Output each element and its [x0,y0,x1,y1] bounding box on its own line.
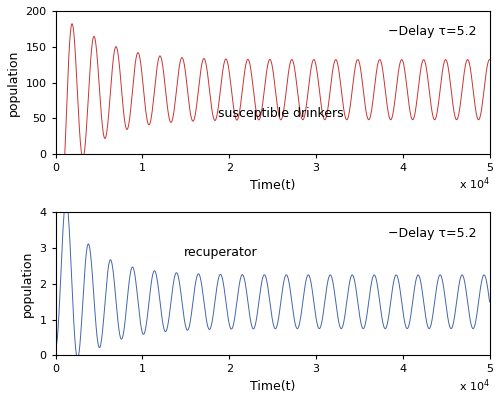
Text: recuperator: recuperator [184,246,258,259]
X-axis label: Time(t): Time(t) [250,380,296,393]
Y-axis label: population: population [21,251,34,317]
Text: x 10$^4$: x 10$^4$ [458,377,490,394]
Y-axis label: population: population [7,49,20,116]
Text: susceptible drinkers: susceptible drinkers [218,108,344,120]
Text: −Delay τ=5.2: −Delay τ=5.2 [388,227,476,240]
X-axis label: Time(t): Time(t) [250,179,296,192]
Text: x 10$^4$: x 10$^4$ [458,176,490,192]
Text: −Delay τ=5.2: −Delay τ=5.2 [388,25,476,38]
